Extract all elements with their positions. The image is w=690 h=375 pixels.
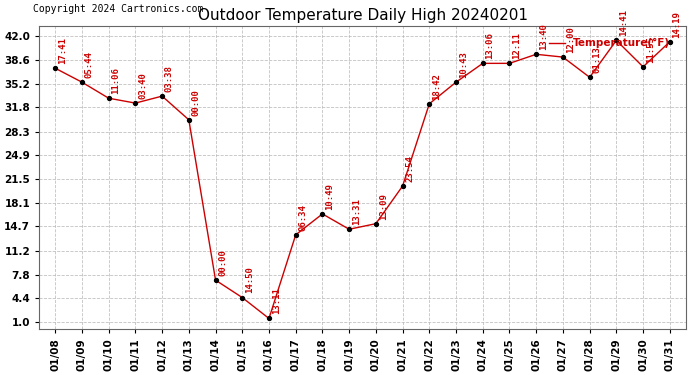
Text: 14:50: 14:50 <box>245 267 254 293</box>
Point <box>103 95 114 101</box>
Text: 17:41: 17:41 <box>58 37 67 64</box>
Point <box>397 183 408 189</box>
Point <box>184 117 195 123</box>
Text: 13:11: 13:11 <box>272 287 281 314</box>
Point <box>210 277 221 283</box>
Point <box>50 65 61 71</box>
Point <box>584 74 595 80</box>
Text: 11:06: 11:06 <box>112 67 121 94</box>
Text: 10:43: 10:43 <box>459 51 468 78</box>
Point <box>130 100 141 106</box>
Text: 13:40: 13:40 <box>539 23 548 50</box>
Point <box>504 60 515 66</box>
Text: 23:54: 23:54 <box>405 155 415 182</box>
Point <box>638 64 649 70</box>
Text: 18:42: 18:42 <box>432 73 441 100</box>
Point <box>344 226 355 232</box>
Point <box>451 79 462 85</box>
Point <box>531 51 542 57</box>
Point <box>77 79 88 85</box>
Text: 13:06: 13:06 <box>486 32 495 59</box>
Point <box>664 39 676 45</box>
Point <box>611 38 622 44</box>
Text: 00:00: 00:00 <box>192 89 201 116</box>
Text: 10:49: 10:49 <box>325 183 334 210</box>
Point <box>264 315 275 321</box>
Text: 00:00: 00:00 <box>218 249 227 276</box>
Text: 06:34: 06:34 <box>299 204 308 231</box>
Text: 01:13: 01:13 <box>593 46 602 73</box>
Text: 03:38: 03:38 <box>165 65 174 92</box>
Text: 13:09: 13:09 <box>379 193 388 219</box>
Point <box>237 295 248 301</box>
Point <box>558 54 569 60</box>
Point <box>424 101 435 107</box>
Text: Copyright 2024 Cartronics.com: Copyright 2024 Cartronics.com <box>32 4 203 13</box>
Point <box>290 232 302 238</box>
Text: 12:00: 12:00 <box>566 26 575 53</box>
Text: 11:55: 11:55 <box>646 36 655 63</box>
Text: 05:44: 05:44 <box>85 51 94 78</box>
Text: 14:41: 14:41 <box>619 9 628 36</box>
Point <box>157 93 168 99</box>
Text: 14:19: 14:19 <box>673 11 682 38</box>
Point <box>477 60 489 66</box>
Title: Outdoor Temperature Daily High 20240201: Outdoor Temperature Daily High 20240201 <box>197 8 528 23</box>
Text: 13:31: 13:31 <box>352 198 361 225</box>
Point <box>371 220 382 226</box>
Text: 03:40: 03:40 <box>138 72 147 99</box>
Legend: Temperature(°F): Temperature(°F) <box>544 34 674 53</box>
Point <box>317 211 328 217</box>
Text: 12:11: 12:11 <box>512 32 521 59</box>
